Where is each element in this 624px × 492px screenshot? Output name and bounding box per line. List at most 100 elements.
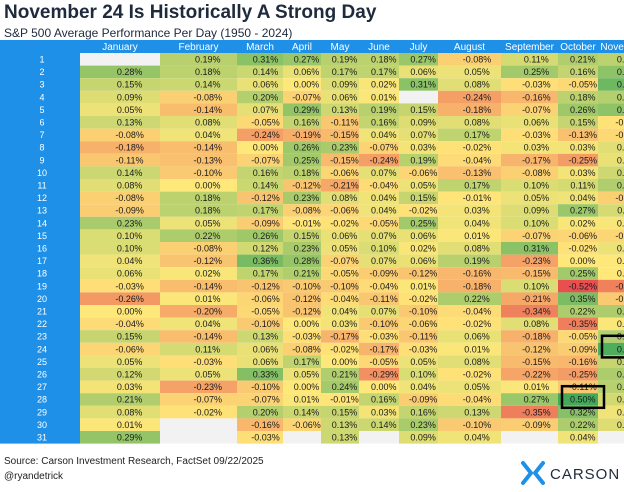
heatmap-cell xyxy=(80,355,160,368)
heatmap-cell xyxy=(359,317,399,331)
heatmap-cell xyxy=(237,153,283,167)
heatmap-cell xyxy=(399,431,438,444)
cell-value: 0.15% xyxy=(117,80,143,90)
heatmap-cell xyxy=(160,179,237,192)
heatmap-cell xyxy=(160,53,237,66)
heatmap-cell xyxy=(237,128,283,142)
heatmap-cell xyxy=(501,380,558,394)
cell-value: 0.25% xyxy=(294,155,320,165)
cell-value: 0.13% xyxy=(253,332,279,342)
heatmap-cell xyxy=(438,179,501,192)
cell-value: 0.00% xyxy=(294,80,320,90)
heatmap-cell xyxy=(501,431,558,444)
heatmap-cell xyxy=(160,267,237,280)
cell-value: 0.15% xyxy=(410,193,436,203)
heatmap-cell xyxy=(558,191,598,205)
heatmap-cell xyxy=(359,330,399,343)
heatmap-cell xyxy=(237,342,283,356)
heatmap-cell xyxy=(237,166,283,179)
row-label: 1 xyxy=(39,55,44,65)
row-label: 14 xyxy=(37,218,47,228)
cell-value: -0.04% xyxy=(463,307,492,317)
heatmap-cell xyxy=(558,103,598,116)
cell-value: -0.10% xyxy=(251,382,280,392)
heatmap-cell xyxy=(237,380,283,394)
column-header: November xyxy=(600,42,624,53)
cell-value: -0.09% xyxy=(115,206,144,216)
heatmap-cell xyxy=(558,204,598,217)
heatmap-cell xyxy=(321,179,359,192)
heatmap-cell xyxy=(438,405,501,419)
heatmap-cell xyxy=(237,330,283,343)
cell-value: 0.11% xyxy=(195,344,220,354)
cell-value: -0.10% xyxy=(330,281,359,291)
cell-value: 0.01% xyxy=(371,92,397,102)
heatmap-cell xyxy=(598,254,624,268)
row-label: 25 xyxy=(37,357,47,367)
heatmap-cell xyxy=(237,431,283,444)
heatmap-cell xyxy=(237,141,283,154)
cell-value: 0.04% xyxy=(464,433,490,443)
heatmap-cell xyxy=(558,279,598,293)
heatmap-cell xyxy=(598,191,624,205)
cell-value: -0.05% xyxy=(615,130,624,140)
row-label: 8 xyxy=(39,143,44,153)
cell-value: 0.07% xyxy=(371,256,397,266)
heatmap-cell xyxy=(283,330,321,343)
row-label: 29 xyxy=(37,407,47,417)
cell-value: 0.17% xyxy=(464,130,490,140)
cell-value: -0.21% xyxy=(522,294,551,304)
cell-value: -0.04% xyxy=(370,281,399,291)
cell-value: -0.11% xyxy=(370,294,398,304)
heatmap-cell xyxy=(359,103,399,116)
heatmap-cell xyxy=(598,229,624,242)
row-label: 9 xyxy=(39,155,44,165)
cell-value: 0.10% xyxy=(524,281,550,291)
heatmap-cell xyxy=(283,393,321,406)
heatmap-cell xyxy=(598,431,624,444)
heatmap-cell xyxy=(283,380,321,394)
heatmap-cell xyxy=(438,254,501,268)
cell-value: -0.10% xyxy=(292,281,321,291)
cell-value: 0.08% xyxy=(617,143,624,153)
heatmap-cell xyxy=(558,141,598,154)
cell-value: -0.02% xyxy=(463,319,492,329)
cell-value: -0.08% xyxy=(522,168,551,178)
cell-value: 0.28% xyxy=(294,256,320,266)
cell-value: -0.04% xyxy=(115,319,144,329)
cell-value: 0.27% xyxy=(294,55,320,65)
heatmap-cell xyxy=(598,141,624,154)
cell-value: -0.03% xyxy=(522,130,551,140)
heatmap-cell xyxy=(438,368,501,381)
cell-value: -0.03% xyxy=(522,80,551,90)
heatmap-cell xyxy=(501,330,558,343)
heatmap-cell xyxy=(237,53,283,66)
row-label: 16 xyxy=(37,244,47,254)
cell-value: 0.23% xyxy=(294,244,320,254)
cell-value: 0.11% xyxy=(617,206,624,216)
logo-text: CARSON xyxy=(550,466,621,483)
heatmap-cell xyxy=(237,116,283,129)
heatmap-cell xyxy=(501,405,558,419)
heatmap-cell xyxy=(321,317,359,331)
heatmap-cell xyxy=(501,116,558,129)
column-header: May xyxy=(331,42,350,53)
cell-value: 0.04% xyxy=(464,218,490,228)
heatmap-cell xyxy=(160,305,237,318)
heatmap-cell xyxy=(321,267,359,280)
cell-value: 0.22% xyxy=(464,294,490,304)
cell-value: -0.17% xyxy=(522,155,551,165)
heatmap-cell xyxy=(283,179,321,192)
cell-value: 0.08% xyxy=(464,118,490,128)
heatmap-cell xyxy=(237,279,283,293)
heatmap-cell xyxy=(501,65,558,79)
cell-value: 0.06% xyxy=(294,67,320,77)
cell-value: 0.10% xyxy=(410,370,436,380)
carson-x-logo-icon xyxy=(521,461,545,485)
row-label: 18 xyxy=(37,269,47,279)
cell-value: 0.22% xyxy=(570,307,596,317)
cell-value: 0.09% xyxy=(117,92,143,102)
heatmap-cell xyxy=(501,254,558,268)
cell-value: 0.27% xyxy=(410,55,436,65)
cell-value: 0.12% xyxy=(117,370,143,380)
